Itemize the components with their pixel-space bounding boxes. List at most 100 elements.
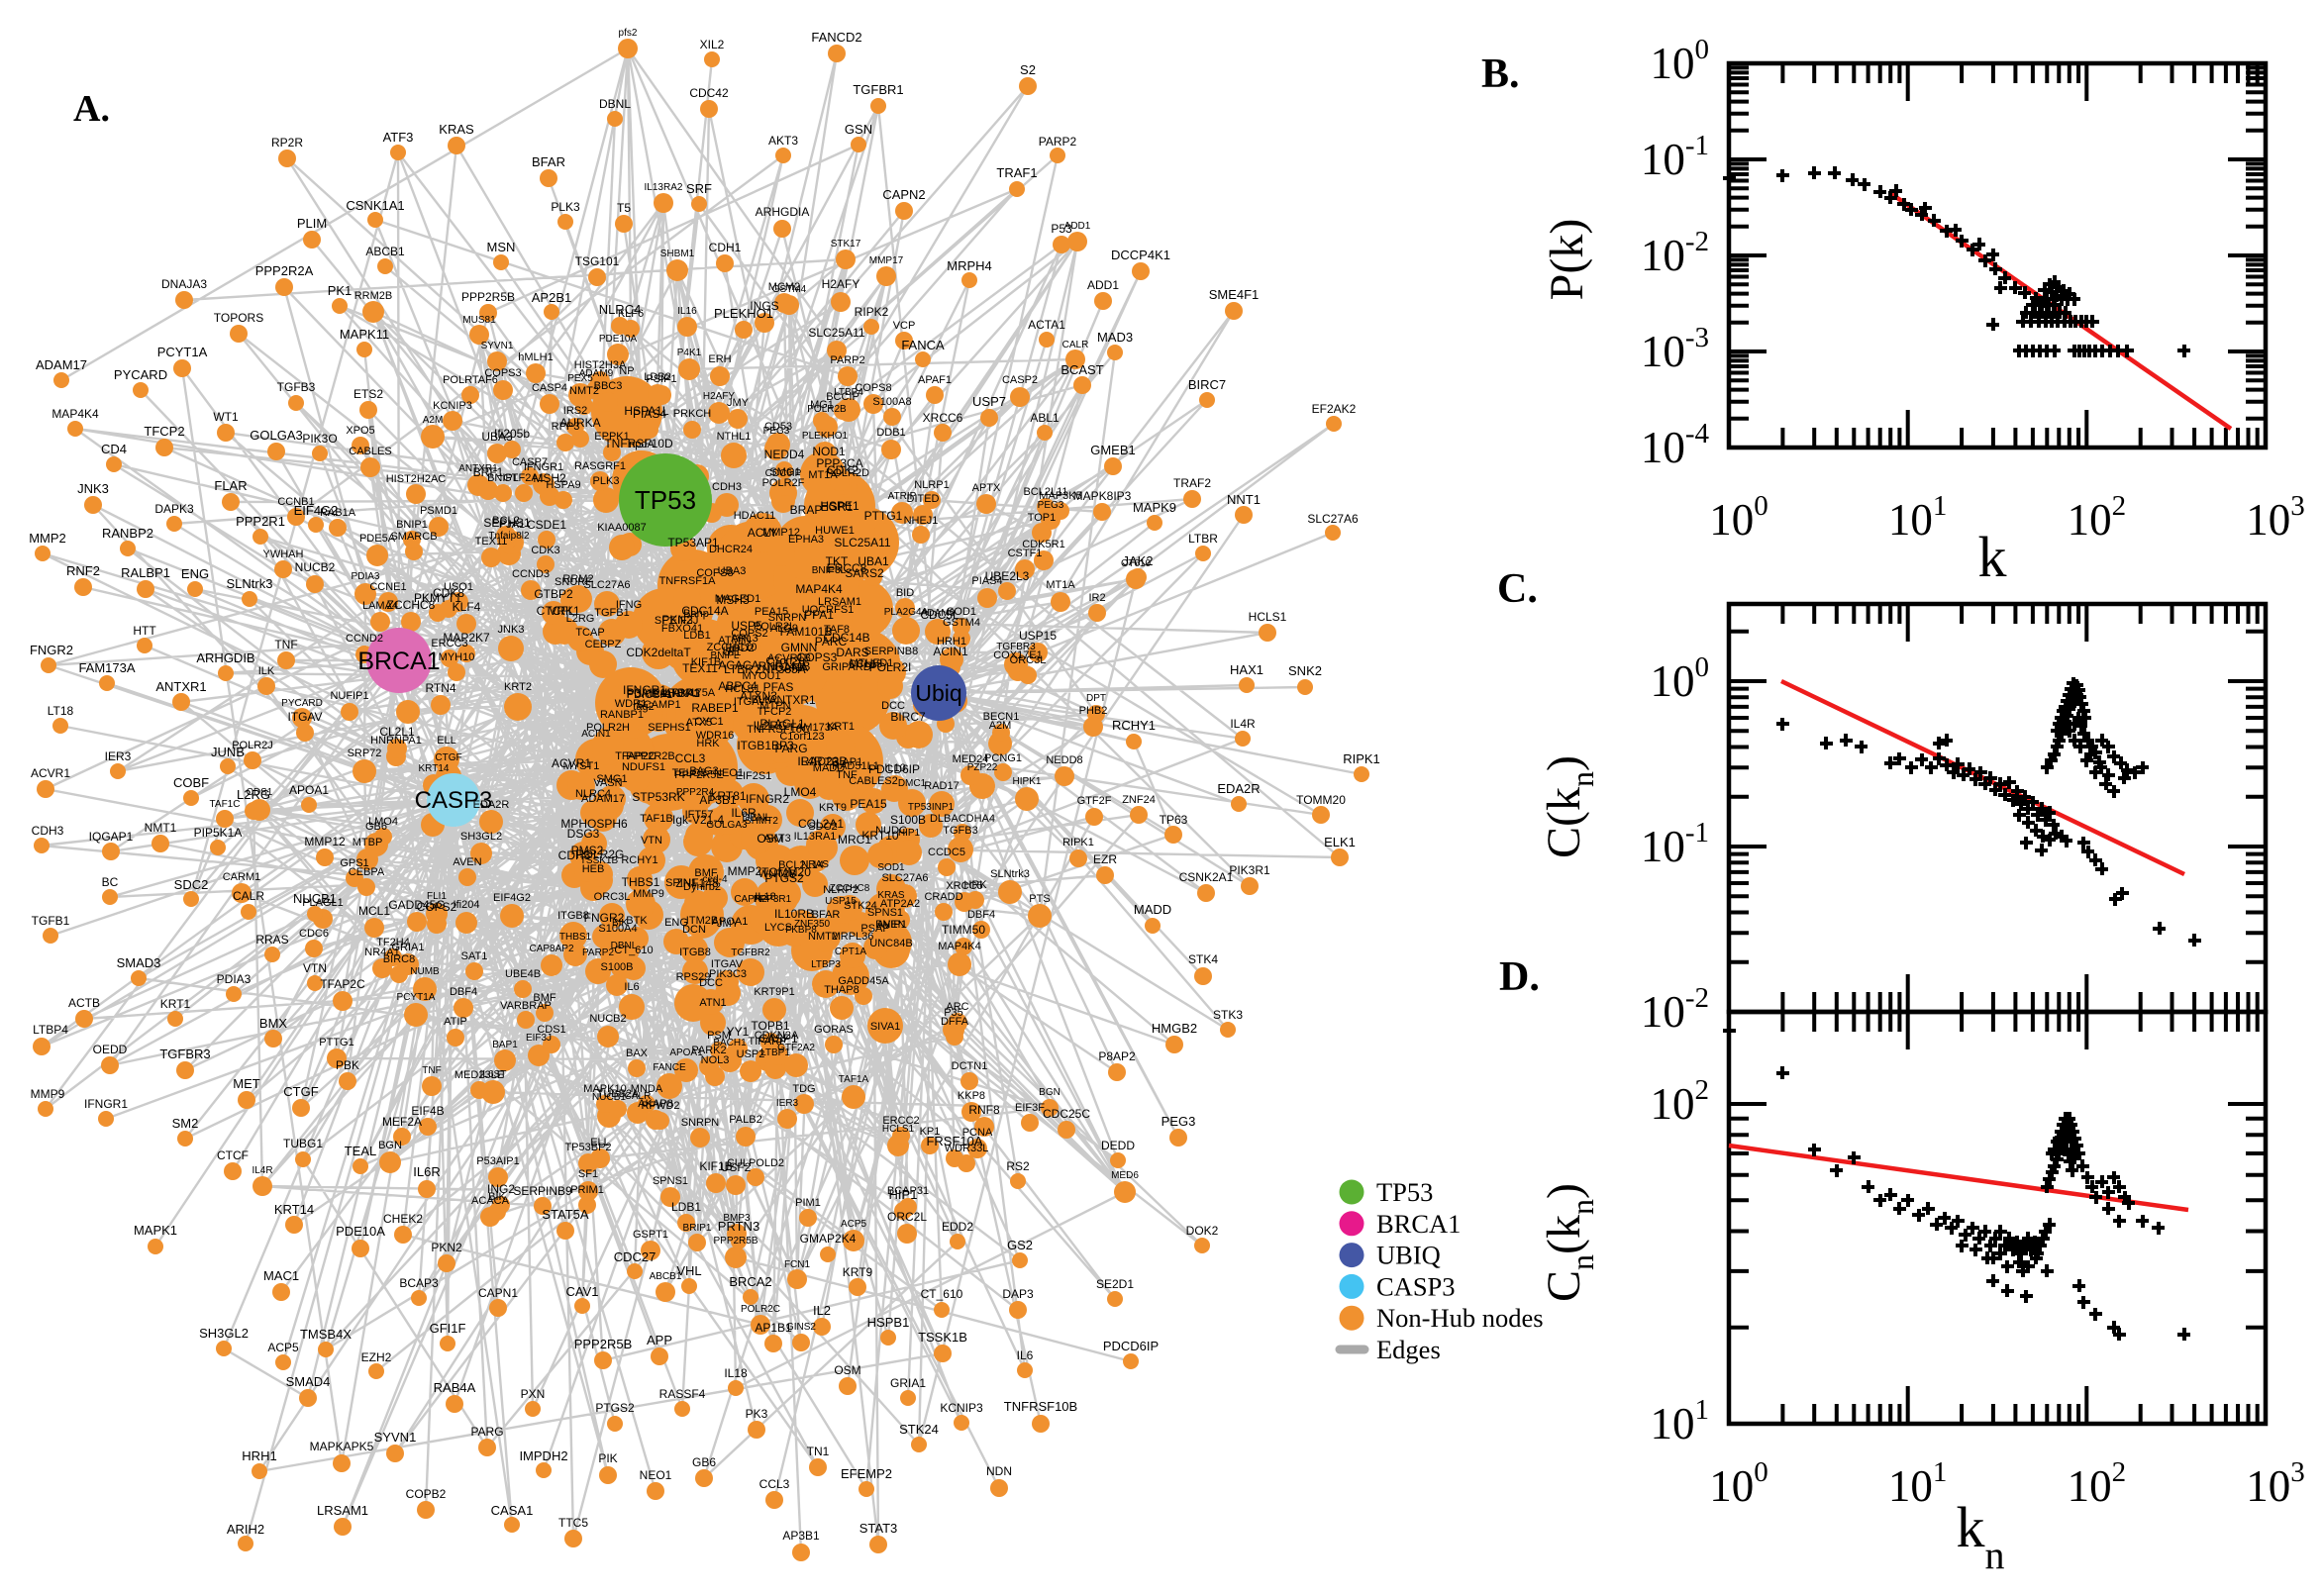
svg-text:APOA1: APOA1 [712,916,749,928]
svg-text:XRCC6: XRCC6 [923,411,963,425]
svg-text:KLF6: KLF6 [618,308,644,320]
svg-text:CDK3: CDK3 [531,545,559,556]
svg-text:MMP2: MMP2 [728,864,762,878]
svg-text:NUCB1: NUCB1 [592,1092,626,1103]
svg-text:PPP3R1: PPP3R1 [754,894,792,905]
svg-text:TNFRSF1A: TNFRSF1A [659,575,717,587]
svg-text:BNIP3L: BNIP3L [812,565,847,576]
svg-text:IL13RA2: IL13RA2 [645,182,683,193]
svg-text:PPP2R1: PPP2R1 [236,514,285,529]
svg-text:HCLS1: HCLS1 [1249,610,1287,624]
svg-text:DSG3: DSG3 [567,827,600,841]
svg-text:PRTN3: PRTN3 [718,1219,759,1234]
svg-text:HIPK1: HIPK1 [1013,776,1042,787]
svg-text:SLNtrk3: SLNtrk3 [990,868,1030,880]
svg-text:LTBP3: LTBP3 [811,959,841,970]
svg-text:NUDC: NUDC [875,825,907,837]
svg-text:DOK2: DOK2 [1186,1224,1219,1238]
svg-text:100: 100 [1651,651,1710,706]
svg-text:IL4R: IL4R [252,1165,272,1176]
svg-text:HAX1: HAX1 [1230,662,1263,677]
svg-text:MG1: MG1 [810,399,834,411]
svg-text:NRAS: NRAS [801,859,829,870]
svg-text:DFFA: DFFA [941,1016,969,1028]
svg-text:EPHA3: EPHA3 [788,534,824,546]
svg-text:SEPHS1: SEPHS1 [648,722,690,734]
svg-text:TFCP2: TFCP2 [758,706,792,718]
svg-text:LTBP4: LTBP4 [33,1023,68,1037]
svg-text:EFEMP2: EFEMP2 [841,1466,892,1481]
svg-text:NR4A1: NR4A1 [364,947,399,958]
svg-text:PARP2: PARP2 [582,948,614,958]
svg-text:NEO1: NEO1 [714,767,744,779]
svg-text:ACP5: ACP5 [267,1341,299,1354]
svg-text:OSM: OSM [834,1363,860,1377]
svg-text:MAPK9: MAPK9 [1133,500,1176,515]
svg-text:MMP17: MMP17 [869,255,904,266]
svg-text:Banp: Banp [683,608,709,620]
svg-text:L2RG: L2RG [566,613,595,625]
svg-text:CALR: CALR [1062,340,1089,350]
svg-text:AURKA: AURKA [559,416,600,430]
svg-text:BCAP31: BCAP31 [887,1185,929,1197]
svg-text:SCAMP1: SCAMP1 [636,699,680,711]
svg-text:APAF1: APAF1 [918,374,952,386]
svg-text:PTGS2: PTGS2 [595,1401,635,1415]
svg-text:FAM173A: FAM173A [78,660,135,675]
svg-text:CCL18: CCL18 [849,658,882,670]
svg-text:TSSK1B: TSSK1B [580,855,619,866]
svg-text:PPP2R2A: PPP2R2A [255,263,314,278]
svg-text:ERCC3: ERCC3 [431,638,467,649]
svg-text:LTBP1: LTBP1 [760,1047,790,1058]
svg-text:SYVN1: SYVN1 [481,341,514,351]
svg-text:CDH3: CDH3 [712,481,742,493]
svg-text:BRCA1: BRCA1 [1376,1209,1461,1239]
svg-text:DBNL: DBNL [611,941,638,951]
svg-text:STK24: STK24 [844,900,877,912]
svg-text:RANBP2: RANBP2 [102,526,153,541]
svg-text:PLEKHO1: PLEKHO1 [714,306,773,321]
svg-text:TGFBR3: TGFBR3 [159,1047,210,1061]
svg-text:MMP9: MMP9 [31,1087,65,1101]
svg-text:KRT10: KRT10 [861,829,898,843]
svg-text:FNGR2: FNGR2 [584,911,625,925]
svg-text:ARC: ARC [946,1001,968,1013]
svg-text:BECN1: BECN1 [983,711,1020,723]
svg-text:RAD23B: RAD23B [801,754,848,768]
svg-text:NMT2: NMT2 [569,385,599,397]
svg-text:COX17E1: COX17E1 [993,649,1043,661]
svg-text:MPHOSPH6: MPHOSPH6 [560,817,628,831]
svg-text:BMF: BMF [533,992,556,1004]
svg-text:EIF4G2: EIF4G2 [294,503,339,518]
svg-text:NEDD4: NEDD4 [764,448,805,461]
svg-text:S2: S2 [1020,62,1036,77]
svg-text:CD53: CD53 [764,421,792,433]
svg-text:BAX: BAX [626,1047,649,1059]
svg-text:SERPINB8: SERPINB8 [864,646,918,657]
svg-text:BTK: BTK [626,915,648,927]
svg-text:AKAP8: AKAP8 [638,1098,672,1110]
svg-text:KRT14: KRT14 [274,1202,314,1217]
svg-text:ITGB1BP3: ITGB1BP3 [737,739,794,752]
svg-text:NLRP2: NLRP2 [823,884,858,896]
svg-text:WDR33L: WDR33L [945,1143,989,1154]
svg-text:KIF1B: KIF1B [699,1159,732,1173]
svg-text:POLR2G: POLR2G [576,848,625,861]
svg-text:CPT1A: CPT1A [835,947,867,957]
svg-text:GFI1F: GFI1F [430,1321,466,1336]
svg-text:PLIM: PLIM [297,216,327,231]
svg-text:PEX5: PEX5 [567,373,593,384]
svg-text:APOA1: APOA1 [289,783,329,797]
svg-text:IMPDH2: IMPDH2 [519,1448,567,1463]
svg-text:PCNG1: PCNG1 [984,752,1022,764]
svg-text:ADAM17: ADAM17 [581,793,625,805]
svg-text:MMP12: MMP12 [304,835,346,848]
svg-text:SLC25A11: SLC25A11 [834,536,890,549]
svg-text:EIF4G2: EIF4G2 [493,892,531,904]
svg-text:EF2AK2: EF2AK2 [1312,402,1357,416]
svg-text:MRC1: MRC1 [838,833,871,847]
svg-text:RNF2: RNF2 [66,563,100,578]
svg-text:SH3GL2: SH3GL2 [199,1326,249,1341]
svg-text:P4K1: P4K1 [677,348,702,358]
svg-text:USP7: USP7 [972,394,1006,409]
